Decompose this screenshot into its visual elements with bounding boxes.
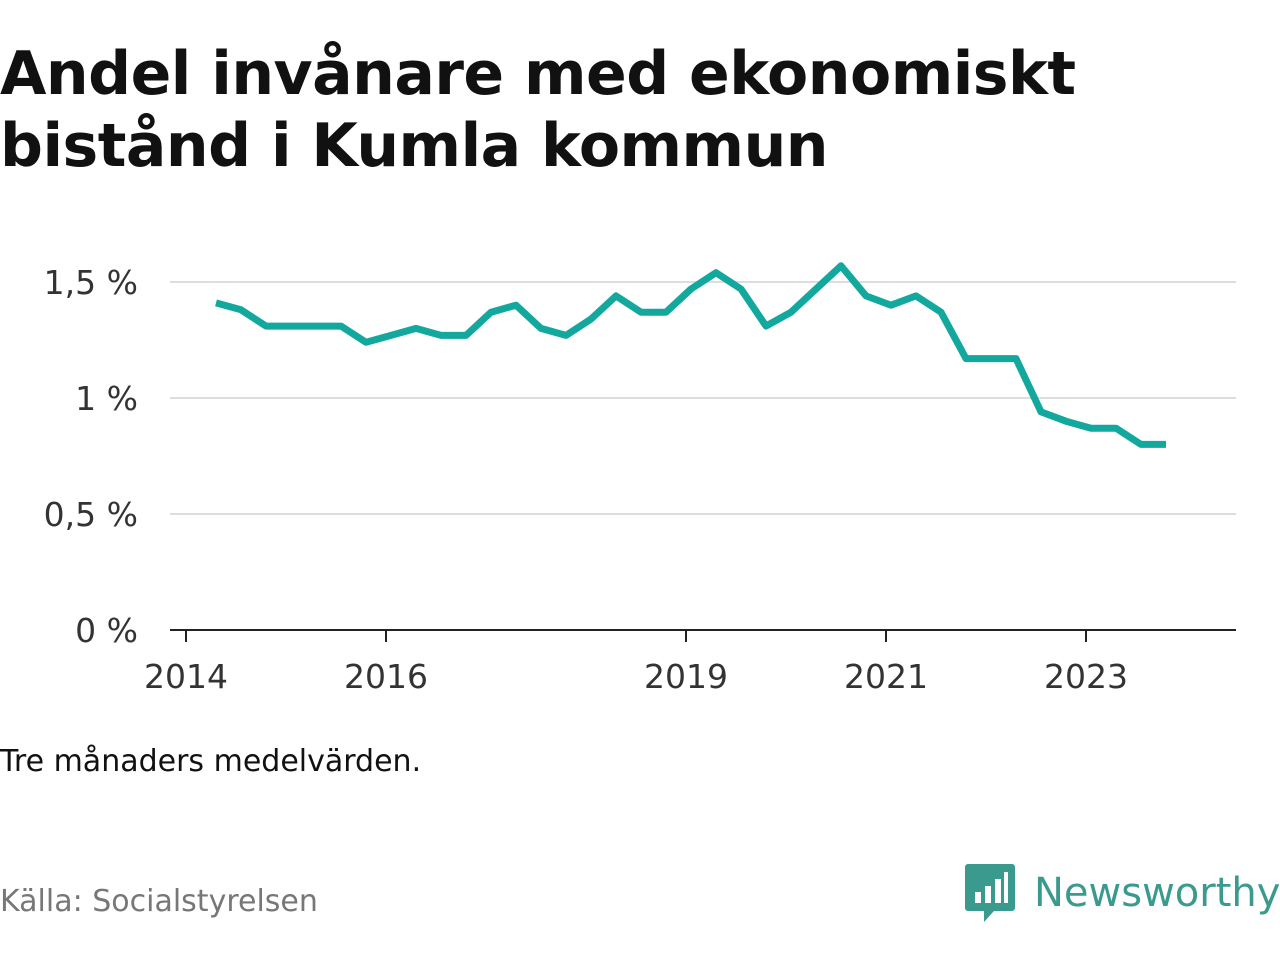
x-tick-label: 2023 [1044, 657, 1128, 696]
y-tick-label: 0,5 % [44, 495, 138, 534]
gridlines [170, 281, 1236, 515]
y-tick-label: 1,5 % [44, 263, 138, 302]
line-chart: 0 % 0,5 % 1 % 1,5 % 2014 2016 2019 2021 2023 [44, 262, 1236, 696]
brand-name: Newsworthy [1034, 870, 1280, 916]
y-tick-label: 0 % [75, 611, 138, 650]
chart-note: Tre månaders medelvärden. [0, 744, 422, 779]
x-tick-label: 2021 [844, 657, 928, 696]
source-label: Källa: Socialstyrelsen [0, 884, 318, 919]
brand-logo: Newsworthy [964, 860, 1280, 926]
newsworthy-logo-icon [965, 864, 1015, 922]
x-tick-label: 2016 [344, 657, 428, 696]
x-axis-ticks: 2014 2016 2019 2021 2023 [144, 630, 1128, 696]
x-tick-label: 2014 [144, 657, 228, 696]
x-tick-label: 2019 [644, 657, 728, 696]
y-axis-ticks: 0 % 0,5 % 1 % 1,5 % [44, 263, 138, 650]
series-line [215, 262, 1166, 448]
chart-title: Andel invånare med ekonomiskt bistånd i … [0, 39, 1076, 181]
y-tick-label: 1 % [75, 379, 138, 418]
